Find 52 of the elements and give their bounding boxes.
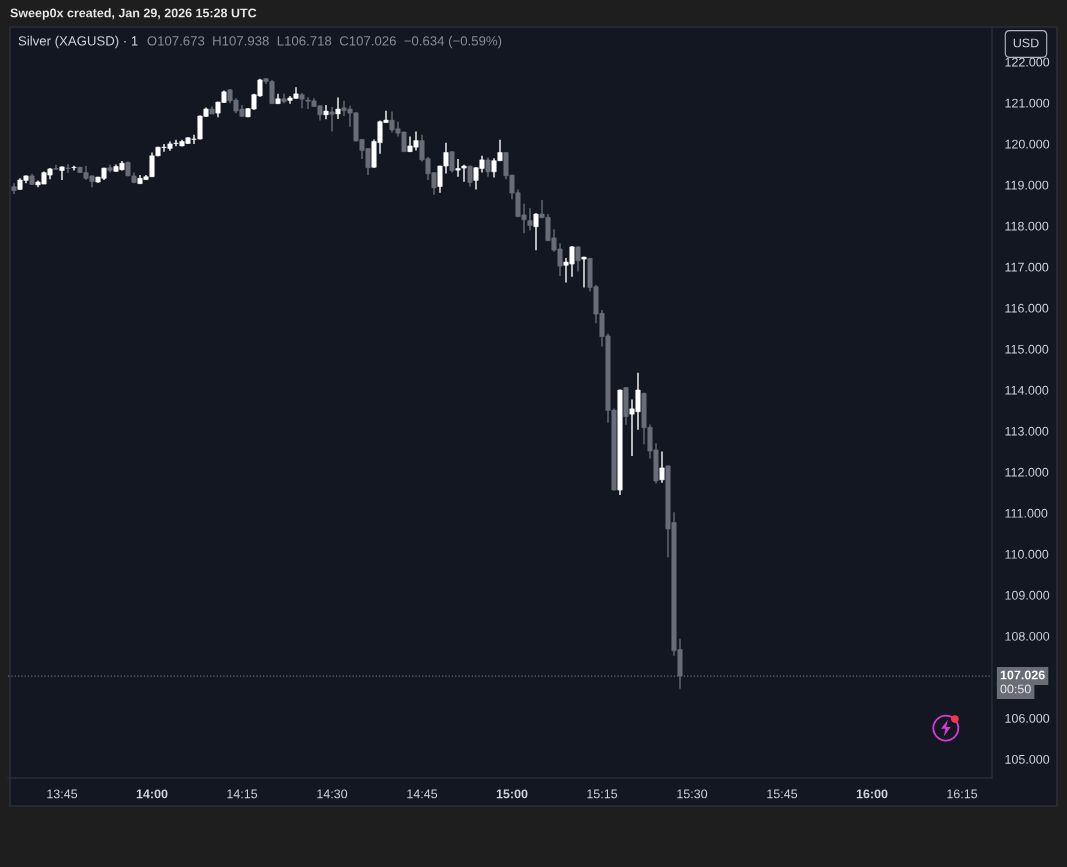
x-tick-label: 14:15 — [227, 789, 258, 799]
candlestick — [449, 150, 455, 174]
x-tick-label: 13:45 — [47, 789, 78, 799]
y-tick-label: 112.000 — [1005, 467, 1049, 477]
candlestick — [71, 164, 77, 172]
x-tick-label: 16:15 — [947, 789, 978, 799]
y-tick-label: 109.000 — [1005, 590, 1050, 600]
ref-line-label: 107.026 — [1000, 670, 1045, 680]
annotation: O107.673 — [147, 36, 205, 46]
annotation: −0.634 (−0.59%) — [404, 35, 502, 49]
annotation: C107.026 — [339, 36, 396, 46]
y-tick-label: 108.000 — [1005, 631, 1050, 641]
candlestick — [659, 450, 665, 484]
y-tick-label: 121.000 — [1005, 98, 1050, 108]
candlestick — [581, 255, 587, 289]
candlestick — [323, 104, 329, 120]
y-tick-label: 119.000 — [1005, 180, 1049, 190]
x-tick-label: 14:00 — [136, 789, 168, 799]
y-tick-label: 105.000 — [1005, 754, 1050, 764]
text: 00:50 — [1000, 684, 1031, 694]
y-tick-label: 120.000 — [1005, 139, 1050, 149]
candlestick — [329, 106, 335, 133]
y-tick-label: 106.000 — [1005, 713, 1050, 723]
y-tick-label: 110.000 — [1005, 549, 1049, 559]
annotation: L106.718 — [277, 36, 332, 46]
x-tick-label: 14:45 — [407, 789, 438, 799]
text: Sweep0x created, Jan 29, 2026 15:28 UTC — [10, 8, 257, 20]
y-tick-label: 114.000 — [1005, 385, 1049, 395]
x-tick-label: 15:15 — [587, 789, 618, 799]
candlestick — [527, 207, 533, 232]
text: Silver (XAGUSD) · 1 — [18, 35, 138, 49]
annotation: H107.938 — [213, 36, 269, 46]
y-tick-label: 118.000 — [1005, 221, 1049, 231]
candlestick — [59, 165, 65, 181]
y-tick-label: 111.000 — [1005, 508, 1048, 518]
y-tick-label: 116.000 — [1005, 303, 1049, 313]
candlestick — [65, 163, 71, 174]
x-tick-label: 15:45 — [767, 789, 798, 799]
text: USD — [1013, 38, 1039, 48]
y-tick-label: 117.000 — [1005, 262, 1049, 272]
candlestick — [485, 156, 491, 178]
candlestick — [533, 212, 539, 251]
x-tick-label: 14:30 — [317, 789, 348, 799]
x-tick-label: 15:00 — [496, 789, 528, 799]
candlestick — [335, 96, 341, 120]
y-tick-label: 122.000 — [1005, 57, 1050, 67]
y-tick-label: 113.000 — [1005, 426, 1049, 436]
candlestick — [467, 164, 473, 188]
x-tick-label: 16:00 — [856, 789, 888, 799]
x-tick-label: 15:30 — [677, 789, 708, 799]
candlestick — [575, 245, 581, 273]
y-tick-label: 115.000 — [1005, 344, 1049, 354]
